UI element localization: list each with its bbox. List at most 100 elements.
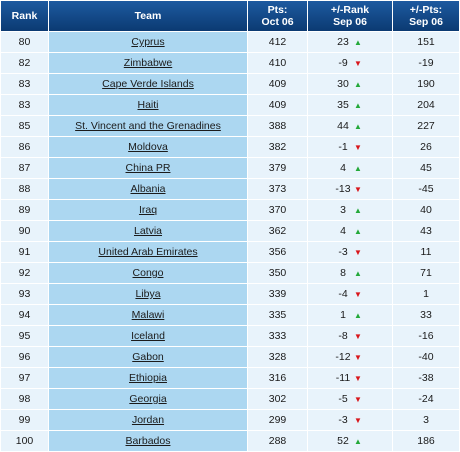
triangle-up-icon: ▲ — [354, 38, 362, 47]
points-cell: 412 — [248, 32, 307, 52]
triangle-down-icon: ▼ — [354, 143, 362, 152]
triangle-up-icon: ▲ — [354, 227, 362, 236]
points-change-cell: -38 — [393, 368, 459, 388]
table-row: 86 Moldova 382 -1 ▼ 26 — [1, 137, 459, 157]
table-row: 80 Cyprus 412 23 ▲ 151 — [1, 32, 459, 52]
team-cell: Congo — [49, 263, 247, 283]
table-row: 90 Latvia 362 4 ▲ 43 — [1, 221, 459, 241]
team-link[interactable]: Latvia — [133, 225, 163, 237]
team-link[interactable]: Cyprus — [131, 36, 165, 48]
points-cell: 328 — [248, 347, 307, 367]
team-cell: Libya — [49, 284, 247, 304]
points-change-cell: 40 — [393, 200, 459, 220]
points-change-header-line2: Sep 06 — [409, 16, 443, 28]
points-change-cell: 43 — [393, 221, 459, 241]
triangle-up-icon: ▲ — [354, 80, 362, 89]
points-cell: 388 — [248, 116, 307, 136]
team-link[interactable]: Georgia — [129, 393, 167, 405]
triangle-up-icon: ▲ — [354, 269, 362, 278]
points-change-header-line1: +/-Pts: — [409, 4, 443, 16]
team-link[interactable]: St. Vincent and the Grenadines — [75, 120, 221, 132]
triangle-up-icon: ▲ — [354, 101, 362, 110]
rank-cell: 96 — [1, 347, 48, 367]
table-row: 93 Libya 339 -4 ▼ 1 — [1, 284, 459, 304]
points-change-cell: 71 — [393, 263, 459, 283]
points-cell: 382 — [248, 137, 307, 157]
points-change-cell: 3 — [393, 410, 459, 430]
rank-change-value: -1 — [338, 141, 348, 153]
rank-cell: 97 — [1, 368, 48, 388]
points-cell: 288 — [248, 431, 307, 451]
rank-change-cell: 8 ▲ — [308, 263, 392, 283]
points-cell: 339 — [248, 284, 307, 304]
points-cell: 333 — [248, 326, 307, 346]
points-change-cell: 33 — [393, 305, 459, 325]
rank-cell: 93 — [1, 284, 48, 304]
points-change-cell: -19 — [393, 53, 459, 73]
points-cell: 373 — [248, 179, 307, 199]
team-cell: Moldova — [49, 137, 247, 157]
team-link[interactable]: Libya — [135, 288, 161, 300]
rank-cell: 98 — [1, 389, 48, 409]
table-row: 83 Haiti 409 35 ▲ 204 — [1, 95, 459, 115]
rank-change-cell: -8 ▼ — [308, 326, 392, 346]
team-link[interactable]: Haiti — [137, 99, 159, 111]
points-cell: 410 — [248, 53, 307, 73]
table-row: 89 Iraq 370 3 ▲ 40 — [1, 200, 459, 220]
team-link[interactable]: Jordan — [131, 414, 165, 426]
rank-cell: 99 — [1, 410, 48, 430]
team-link[interactable]: Cape Verde Islands — [102, 78, 194, 90]
team-link[interactable]: Gabon — [132, 351, 164, 363]
team-cell: Malawi — [49, 305, 247, 325]
rank-change-cell: 52 ▲ — [308, 431, 392, 451]
triangle-down-icon: ▼ — [354, 395, 362, 404]
rank-change-value: -12 — [335, 351, 351, 363]
team-link[interactable]: Congo — [132, 267, 164, 279]
team-link[interactable]: Iceland — [131, 330, 165, 342]
table-row: 85 St. Vincent and the Grenadines 388 44 ▲ 22… — [1, 116, 459, 136]
rank-cell: 88 — [1, 179, 48, 199]
team-cell: Iraq — [49, 200, 247, 220]
points-change-cell: 204 — [393, 95, 459, 115]
points-cell: 362 — [248, 221, 307, 241]
rank-cell: 82 — [1, 53, 48, 73]
rank-change-cell: 1 ▲ — [308, 305, 392, 325]
team-cell: United Arab Emirates — [49, 242, 247, 262]
team-cell: Cyprus — [49, 32, 247, 52]
triangle-up-icon: ▲ — [354, 206, 362, 215]
rank-cell: 80 — [1, 32, 48, 52]
points-change-cell: -24 — [393, 389, 459, 409]
points-cell: 350 — [248, 263, 307, 283]
rank-change-value: -5 — [338, 393, 348, 405]
team-link[interactable]: Ethiopia — [129, 372, 167, 384]
rank-change-cell: -1 ▼ — [308, 137, 392, 157]
points-cell: 335 — [248, 305, 307, 325]
team-cell: Georgia — [49, 389, 247, 409]
team-link[interactable]: Albania — [130, 183, 166, 195]
team-link[interactable]: China PR — [125, 162, 171, 174]
team-cell: Zimbabwe — [49, 53, 247, 73]
rank-change-value: -9 — [338, 57, 348, 69]
team-link[interactable]: Moldova — [128, 141, 168, 153]
team-link[interactable]: United Arab Emirates — [98, 246, 198, 258]
triangle-down-icon: ▼ — [354, 248, 362, 257]
rank-cell: 92 — [1, 263, 48, 283]
team-link[interactable]: Zimbabwe — [123, 57, 173, 69]
rank-cell: 83 — [1, 95, 48, 115]
triangle-down-icon: ▼ — [354, 185, 362, 194]
rank-cell: 94 — [1, 305, 48, 325]
points-change-cell: -16 — [393, 326, 459, 346]
rank-change-value: -8 — [338, 330, 348, 342]
table-row: 96 Gabon 328 -12 ▼ -40 — [1, 347, 459, 367]
rank-change-cell: -3 ▼ — [308, 242, 392, 262]
team-cell: Gabon — [49, 347, 247, 367]
team-cell: Albania — [49, 179, 247, 199]
team-link[interactable]: Malawi — [131, 309, 165, 321]
team-link[interactable]: Barbados — [125, 435, 171, 447]
rank-change-cell: 30 ▲ — [308, 74, 392, 94]
team-link[interactable]: Iraq — [138, 204, 158, 216]
triangle-down-icon: ▼ — [354, 332, 362, 341]
rank-change-header-line1: +/-Rank — [330, 4, 370, 16]
triangle-up-icon: ▲ — [354, 164, 362, 173]
rank-cell: 86 — [1, 137, 48, 157]
